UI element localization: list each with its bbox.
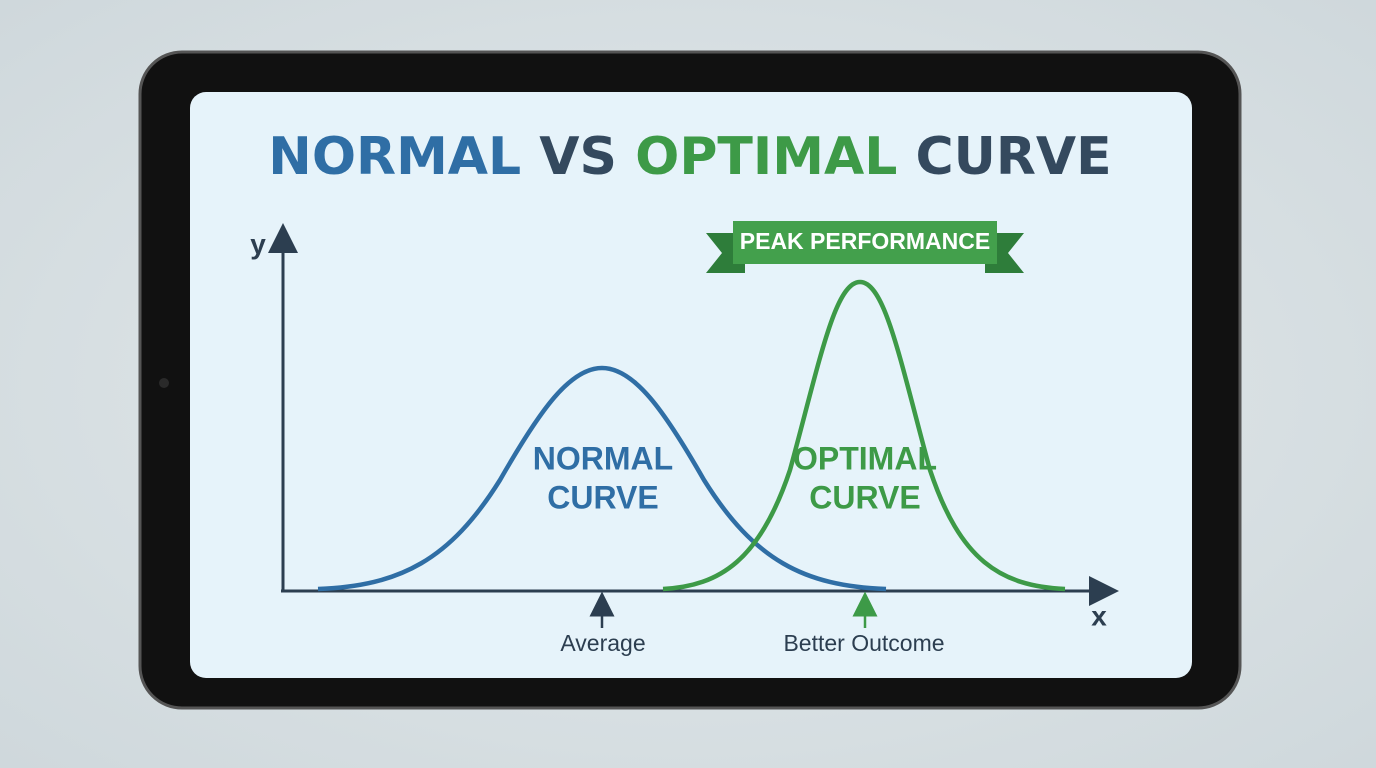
curve-label: OPTIMAL — [793, 440, 937, 476]
curve-label: CURVE — [547, 479, 658, 515]
x-axis-label: x — [1091, 600, 1107, 631]
banner — [733, 221, 997, 264]
curve-label: NORMAL — [533, 440, 673, 476]
banner-text: PEAK PERFORMANCE — [740, 228, 990, 254]
title-part: VS — [539, 127, 617, 187]
title-part: NORMAL — [268, 127, 521, 187]
camera — [159, 378, 169, 388]
y-axis-label: y — [250, 228, 266, 259]
normal-curve — [317, 365, 887, 592]
annotation: Better Outcome — [783, 630, 944, 656]
annotation: Average — [560, 630, 645, 656]
title: NORMAL VS OPTIMAL CURVE — [268, 127, 1111, 187]
title-part: OPTIMAL — [635, 127, 897, 187]
optimal-curve — [662, 279, 1066, 592]
curve-label: CURVE — [809, 479, 920, 515]
title-part: CURVE — [915, 127, 1111, 187]
